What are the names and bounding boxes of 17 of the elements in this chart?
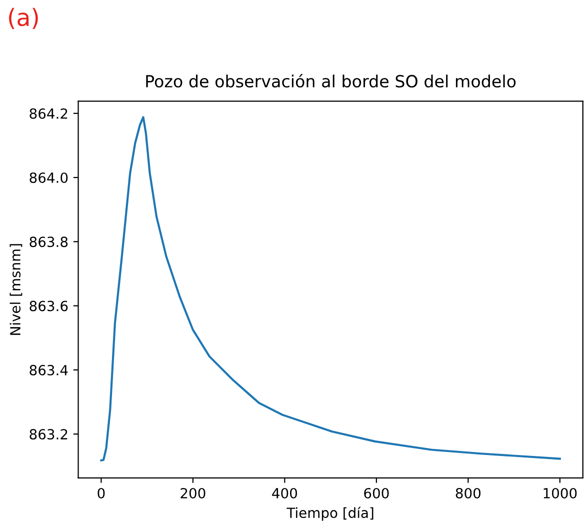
- line-series: [100, 116, 561, 462]
- y-tick-label: 864.2: [30, 108, 68, 119]
- x-tick-label: 0: [98, 488, 105, 498]
- chart-title: Pozo de observación al borde SO del modelo: [146, 74, 516, 88]
- x-axis-title: Tiempo [día]: [286, 506, 374, 521]
- y-axis-title: Nivel [msnm]: [10, 244, 22, 335]
- x-tick-label: 400: [272, 488, 298, 498]
- y-tick-label: 863.8: [30, 236, 68, 248]
- text: (a): [9, 8, 38, 29]
- y-tick-label: 863.2: [30, 429, 68, 440]
- x-tick-label: 800: [456, 488, 480, 498]
- y-tick-label: 863.4: [30, 364, 68, 376]
- x-tick-label: 200: [180, 488, 206, 498]
- y-tick-label: 864.0: [30, 172, 68, 183]
- x-tick-label: 1000: [544, 488, 577, 498]
- x-tick-label: 600: [364, 488, 389, 498]
- y-tick-label: 863.6: [30, 300, 68, 312]
